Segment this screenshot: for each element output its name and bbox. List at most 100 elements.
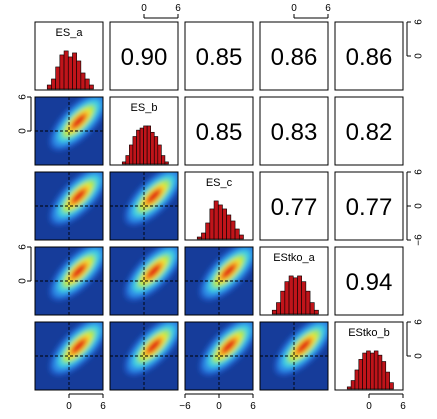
right-axis-row0-tick-label-0: 6 — [414, 19, 425, 25]
axes: 0 6 0 6 0 6 −6 0 6 0 6 6 0 6 0 6 0 6 0 −6 6 0 — [18, 3, 425, 412]
panel-0-1: 0.90 — [109, 21, 179, 91]
histogram-bar-1-0 — [121, 161, 127, 165]
corr-frame-2-4 — [334, 171, 404, 241]
top-axis-col1-tick-label-0: 0 — [141, 3, 147, 14]
histogram-bar-2-4 — [213, 200, 219, 240]
histogram-bar-0-4 — [63, 50, 69, 90]
histogram-bar-4-2 — [354, 369, 360, 390]
histogram-bar-0-8 — [80, 72, 86, 90]
histogram-bar-1-10 — [157, 144, 162, 165]
right-axis-row2-tick-label-1: 0 — [414, 203, 425, 209]
histogram-bar-4-10 — [385, 371, 390, 390]
histogram-bar-1-11 — [161, 155, 166, 165]
panel-0-4: 0.86 — [334, 21, 404, 91]
panel-4-2 — [184, 321, 254, 391]
corr-frame-3-4 — [334, 246, 404, 316]
histogram-bar-1-8 — [150, 131, 155, 165]
bottom-axis-col0-tick-label-1: 6 — [100, 401, 106, 412]
right-axis-row2-tick-label-0: 6 — [414, 169, 425, 175]
scatter-frame-3-0 — [34, 246, 104, 316]
histogram-bar-1-9 — [153, 136, 159, 165]
panel-3-0 — [34, 246, 104, 316]
corr-frame-1-3 — [259, 96, 329, 166]
correlation-value-0-2: 0.85 — [196, 44, 243, 71]
histogram-bar-2-8 — [230, 220, 236, 240]
scatter-frame-1-0 — [34, 96, 104, 166]
panel-3-2 — [184, 246, 254, 316]
histogram-bar-4-9 — [381, 361, 387, 390]
histogram-bar-3-3 — [284, 281, 290, 315]
top-axis-col3-tick-label-0: 0 — [291, 3, 297, 14]
right-axis-row4-tick-label-0: 6 — [414, 319, 425, 325]
correlation-value-0-1: 0.90 — [121, 44, 168, 71]
bottom-axis-col2-tick-label-2: 6 — [250, 401, 256, 412]
panel-2-2: ES_c — [184, 171, 254, 241]
corr-frame-0-1 — [109, 21, 179, 91]
variable-label-3: EStko_a — [273, 252, 315, 264]
variable-label-4: EStko_b — [348, 327, 390, 339]
histogram-bar-4-3 — [358, 359, 363, 390]
histogram-bar-1-4 — [136, 129, 141, 165]
histogram-bar-3-8 — [305, 290, 311, 315]
histogram-bar-1-12 — [164, 161, 169, 165]
panel-0-3: 0.86 — [259, 21, 329, 91]
panel-0-0: ES_a — [34, 21, 104, 91]
scatter-frame-4-3 — [259, 321, 329, 391]
correlation-value-3-4: 0.94 — [346, 269, 393, 296]
correlation-value-0-3: 0.86 — [271, 44, 318, 71]
histogram-bar-2-0 — [196, 236, 202, 240]
histogram-bar-4-1 — [350, 380, 356, 390]
density-level-3-0-6 — [72, 264, 86, 278]
density-level-4-3-6 — [297, 339, 311, 353]
panel-2-1 — [109, 171, 179, 241]
corr-frame-1-4 — [334, 96, 404, 166]
right-axis-row2-tick-label-2: −6 — [414, 234, 425, 246]
histogram-bar-3-5 — [292, 277, 298, 315]
panel-2-3: 0.77 — [259, 171, 329, 241]
correlation-value-0-4: 0.86 — [346, 44, 393, 71]
panel-4-1 — [109, 321, 179, 391]
panel-1-0 — [34, 96, 104, 166]
histogram-bar-0-9 — [84, 78, 90, 90]
histogram-bar-1-7 — [146, 125, 151, 165]
density-level-2-0-6 — [72, 189, 86, 203]
histogram-bar-0-1 — [51, 78, 56, 90]
histogram-bar-3-6 — [297, 275, 302, 315]
histogram-bar-1-5 — [139, 127, 144, 165]
histogram-bar-0-7 — [76, 60, 82, 90]
panel-2-4: 0.77 — [334, 171, 404, 241]
panel-4-3 — [259, 321, 329, 391]
histogram-bar-3-7 — [301, 281, 307, 315]
left-axis-row1-tick-label-1: 0 — [18, 128, 29, 134]
correlation-value-1-2: 0.85 — [196, 119, 243, 146]
panel-1-2: 0.85 — [184, 96, 254, 166]
density-level-3-2-6 — [222, 264, 236, 278]
corr-frame-0-3 — [259, 21, 329, 91]
panel-0-2: 0.85 — [184, 21, 254, 91]
bottom-axis-col0-tick-label-0: 0 — [66, 401, 72, 412]
left-axis-row1-tick-label-0: 6 — [18, 94, 29, 100]
scatter-frame-4-2 — [184, 321, 254, 391]
bottom-axis-col4-tick-label-0: 0 — [366, 401, 372, 412]
panel-1-1: ES_b — [109, 96, 179, 166]
histogram-bar-4-6 — [370, 352, 375, 390]
panel-3-4: 0.94 — [334, 246, 404, 316]
histogram-bar-2-9 — [234, 228, 240, 240]
histogram-bar-4-8 — [377, 354, 383, 390]
density-level-1-0-6 — [72, 114, 86, 128]
histogram-bar-0-2 — [55, 66, 61, 90]
panel-1-3: 0.83 — [259, 96, 329, 166]
scatter-frame-3-2 — [184, 246, 254, 316]
histogram-bar-2-3 — [209, 208, 215, 240]
histogram-bar-0-5 — [67, 56, 73, 90]
top-axis-col1-tick-label-1: 6 — [175, 3, 181, 14]
panel-1-4: 0.82 — [334, 96, 404, 166]
correlation-value-2-3: 0.77 — [271, 194, 318, 221]
bottom-axis-col2-tick-label-1: 0 — [216, 401, 222, 412]
scatter-frame-3-1 — [109, 246, 179, 316]
histogram-bar-0-3 — [59, 54, 65, 90]
correlation-value-2-4: 0.77 — [346, 194, 393, 221]
panels: ES_a 0.90 0.85 0.86 0.86 ES_b 0.85 0.83 0.82 ES_c… — [34, 21, 404, 391]
histogram-bar-2-6 — [222, 208, 227, 240]
panel-4-0 — [34, 321, 104, 391]
